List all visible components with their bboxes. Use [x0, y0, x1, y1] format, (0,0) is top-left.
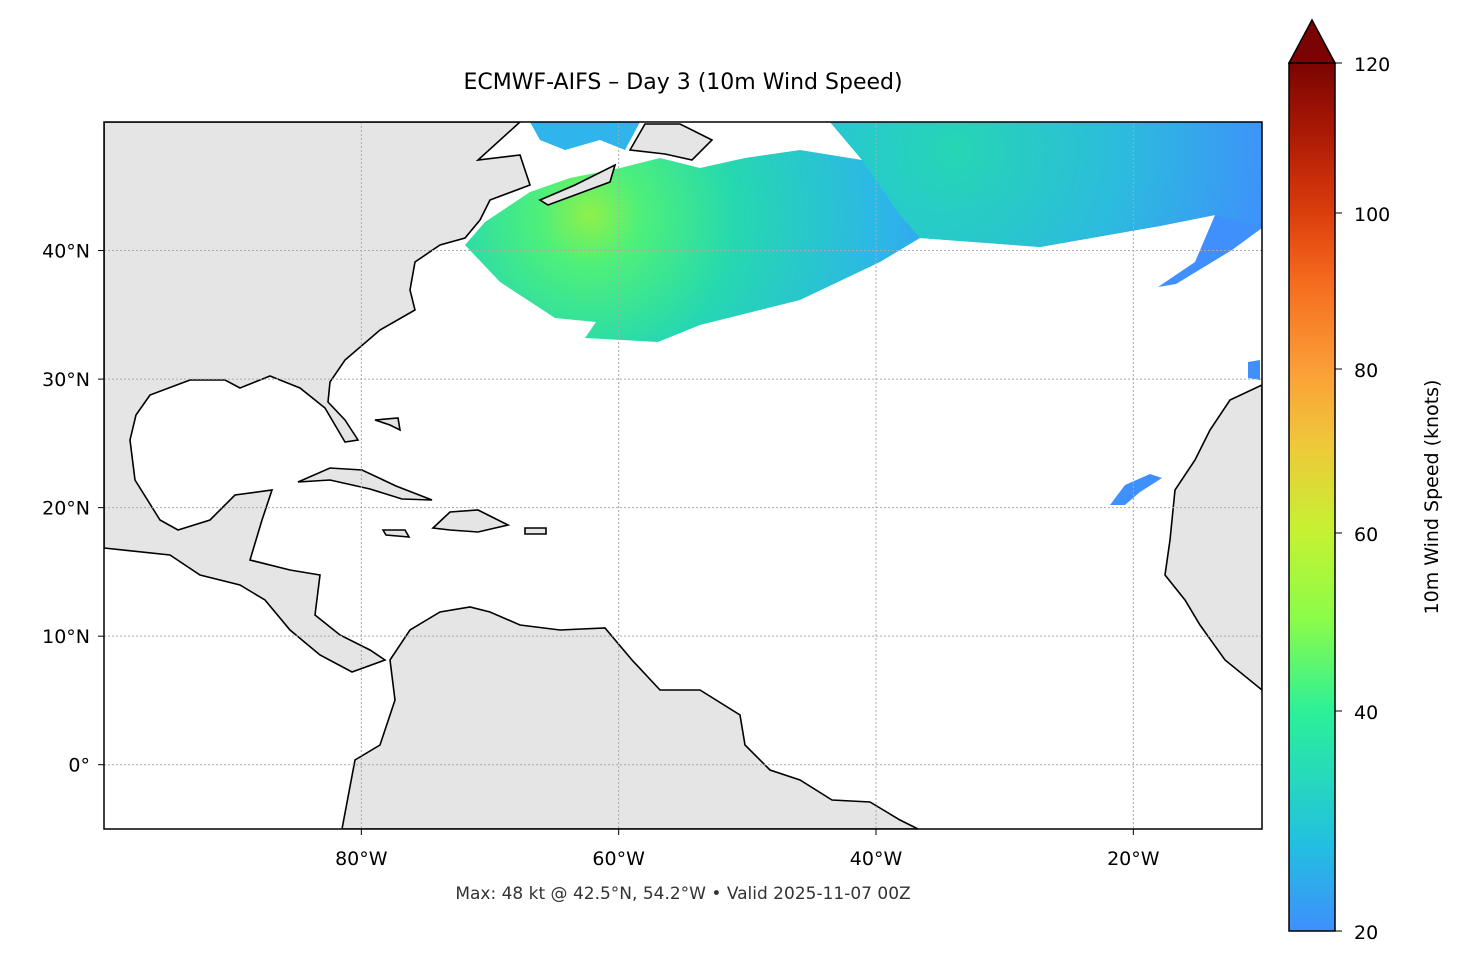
colorbar-tick-label: 40 [1354, 702, 1378, 724]
wind-patch-canaries [1110, 474, 1162, 505]
gridlines [104, 122, 1262, 829]
wind-swath-north [530, 122, 640, 150]
lon-tick-label: 40°W [850, 848, 903, 870]
lat-tick-label: 30°N [42, 369, 90, 391]
colorbar-label: 10m Wind Speed (knots) [1421, 379, 1443, 615]
lon-tick-label: 80°W [335, 848, 388, 870]
lat-tick-label: 10°N [42, 626, 90, 648]
colorbar-tick-label: 120 [1354, 54, 1390, 76]
lon-tick-label: 60°W [592, 848, 645, 870]
footer-info: Max: 48 kt @ 42.5°N, 54.2°W • Valid 2025… [455, 884, 911, 904]
colorbar: 20 40 60 80 100 120 [1287, 18, 1390, 944]
colorbar-tick-label: 20 [1354, 922, 1378, 944]
colorbar-gradient [1288, 62, 1336, 932]
map-area[interactable] [104, 122, 1262, 829]
hispaniola [431, 509, 511, 533]
colorbar-tick-label: 60 [1354, 524, 1378, 546]
colorbar-ticks: 20 40 60 80 100 120 [1335, 54, 1390, 944]
newfoundland [628, 123, 714, 161]
wind-speed-field [465, 122, 1262, 505]
north-america [104, 122, 532, 673]
nova-scotia [538, 163, 617, 206]
puerto-rico [524, 527, 547, 535]
bahamas [374, 417, 402, 432]
colorbar-extend-arrow [1287, 18, 1337, 64]
lat-tick-label: 40°N [42, 241, 90, 263]
colorbar-tick-label: 80 [1354, 360, 1378, 382]
map-title: ECMWF-AIFS – Day 3 (10m Wind Speed) [463, 70, 903, 95]
lat-tick-label: 0° [68, 755, 90, 777]
africa [1164, 384, 1262, 692]
lon-tick-label: 20°W [1107, 848, 1160, 870]
longitude-ticks: 80°W 60°W 40°W 20°W [335, 829, 1160, 870]
latitude-ticks: 40°N 30°N 20°N 10°N 0° [42, 241, 104, 777]
colorbar-tick-label: 100 [1354, 204, 1390, 226]
jamaica [381, 529, 411, 538]
lat-tick-label: 20°N [42, 498, 90, 520]
cuba [297, 467, 433, 501]
wind-patch-azores [1248, 360, 1260, 380]
land [104, 122, 1262, 829]
map-frame [103, 121, 1263, 830]
wind-swath-east [830, 122, 1262, 247]
